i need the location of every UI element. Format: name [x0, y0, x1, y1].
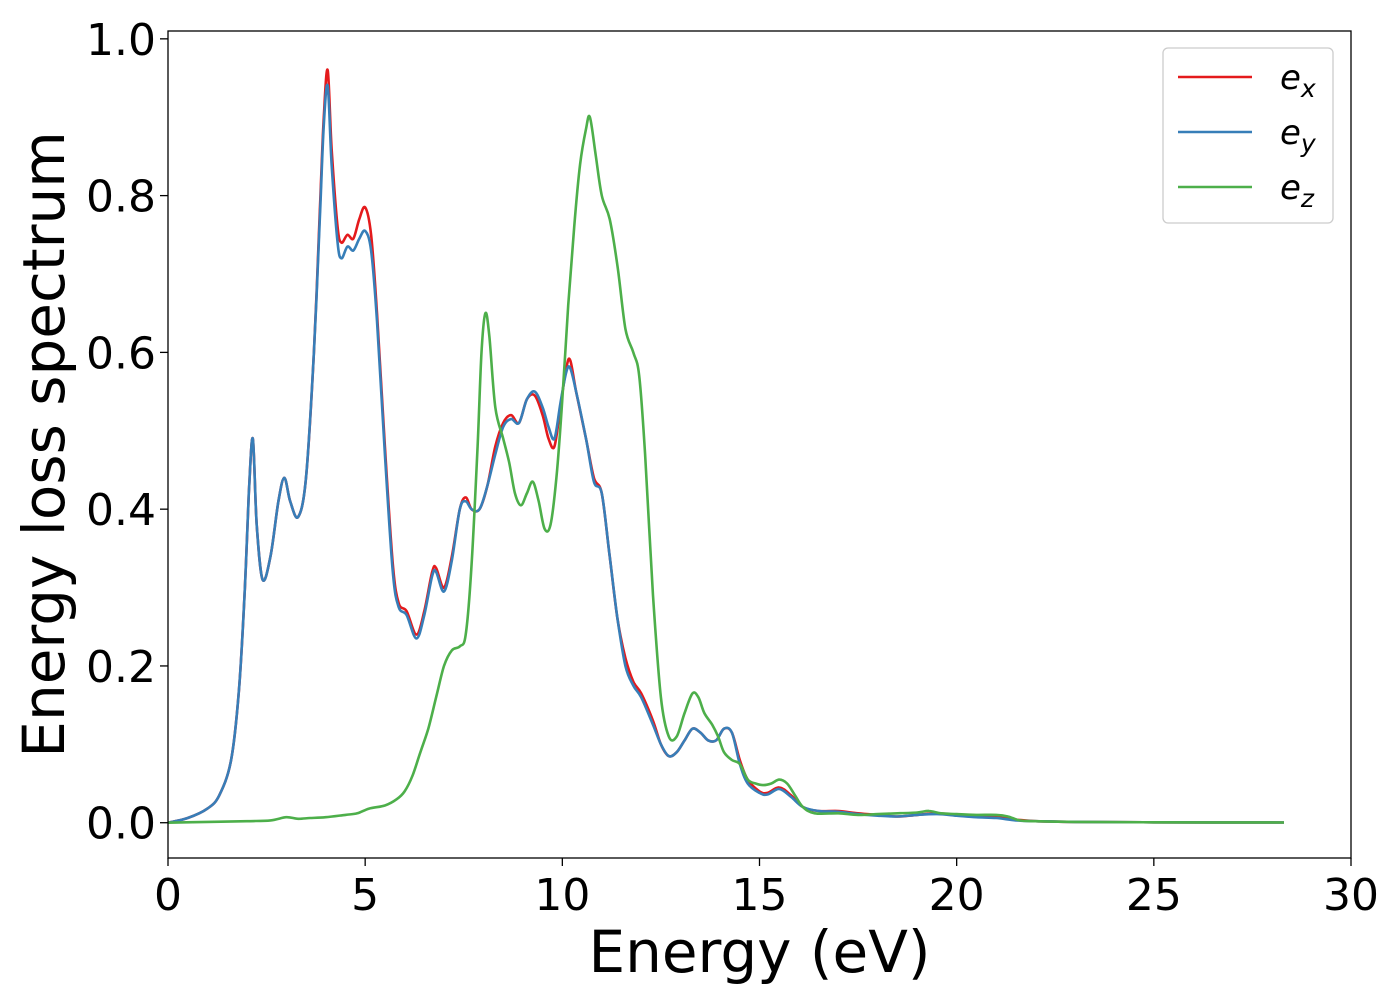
legend-label: ex	[1280, 58, 1316, 103]
x-tick-label: 0	[154, 870, 182, 921]
y-tick-label: 0.4	[86, 485, 156, 536]
legend-label: ey	[1280, 113, 1317, 158]
y-tick-label: 1.0	[86, 15, 156, 66]
x-tick-label: 25	[1126, 870, 1182, 921]
x-axis-label: Energy (eV)	[588, 918, 930, 986]
series-line-e_x	[167, 68, 1285, 824]
legend-item-e_x: ex	[1178, 58, 1316, 103]
legend-box	[1162, 47, 1334, 224]
y-axis: 0.0 0.2 0.4 0.6 0.8 1.0	[86, 15, 168, 850]
series-line-e_y	[167, 83, 1285, 824]
plot-lines	[167, 68, 1285, 824]
x-tick-label: 5	[351, 870, 379, 921]
x-tick-label: 20	[929, 870, 985, 921]
y-tick-label: 0.6	[86, 328, 156, 379]
x-axis: 0 5 10 15 20 25 30	[154, 858, 1379, 921]
y-axis-label: Energy loss spectrum	[10, 131, 78, 757]
legend-item-e_y: ey	[1178, 113, 1317, 158]
x-tick-label: 15	[732, 870, 788, 921]
y-tick-label: 0.8	[86, 172, 156, 223]
series-line-e_z	[167, 114, 1285, 824]
y-tick-label: 0.0	[86, 799, 156, 850]
y-tick-label: 0.2	[86, 642, 156, 693]
x-tick-label: 30	[1323, 870, 1379, 921]
x-tick-label: 10	[534, 870, 590, 921]
